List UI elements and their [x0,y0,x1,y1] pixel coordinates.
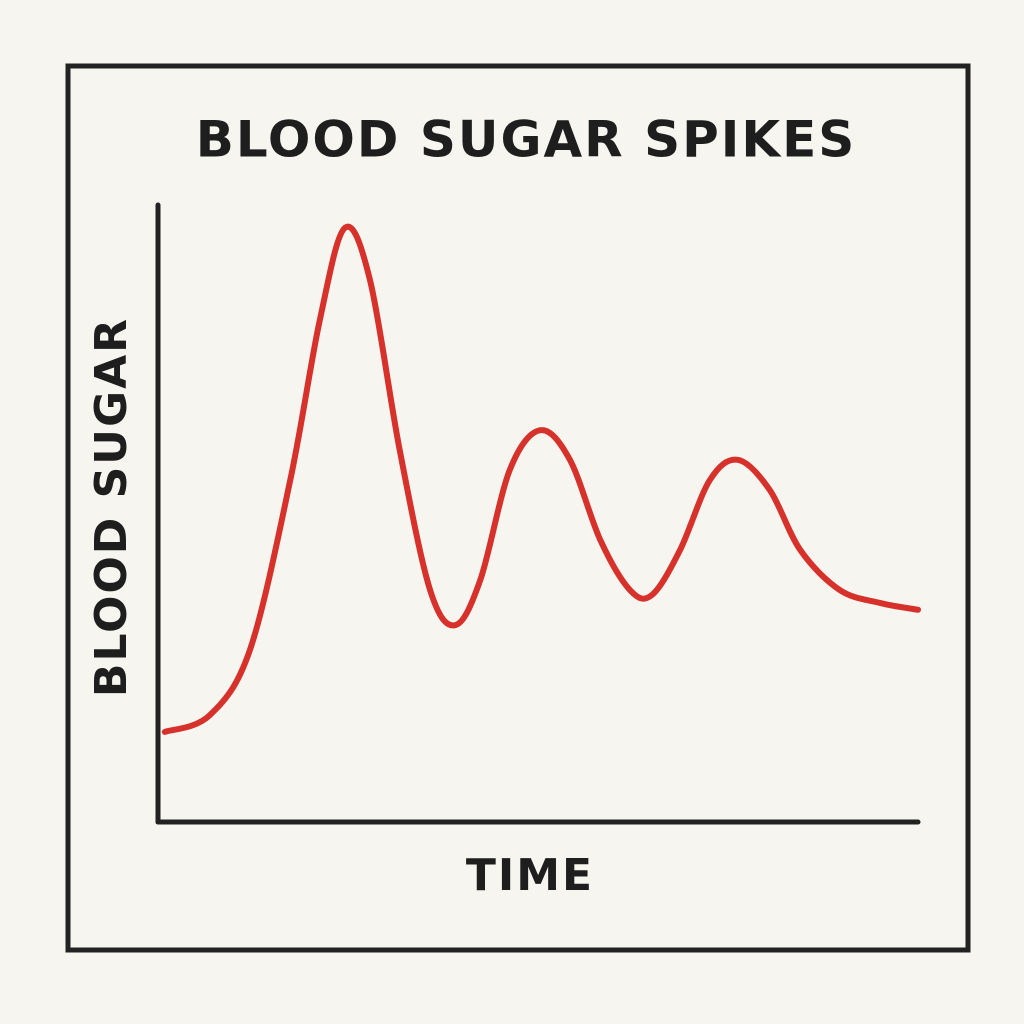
x-axis-label: TIME [466,850,594,901]
chart-title: BLOOD SUGAR SPIKES [196,111,857,169]
data-line [161,223,921,735]
frame [65,63,971,953]
y-axis-label: BLOOD SUGAR [86,317,137,697]
